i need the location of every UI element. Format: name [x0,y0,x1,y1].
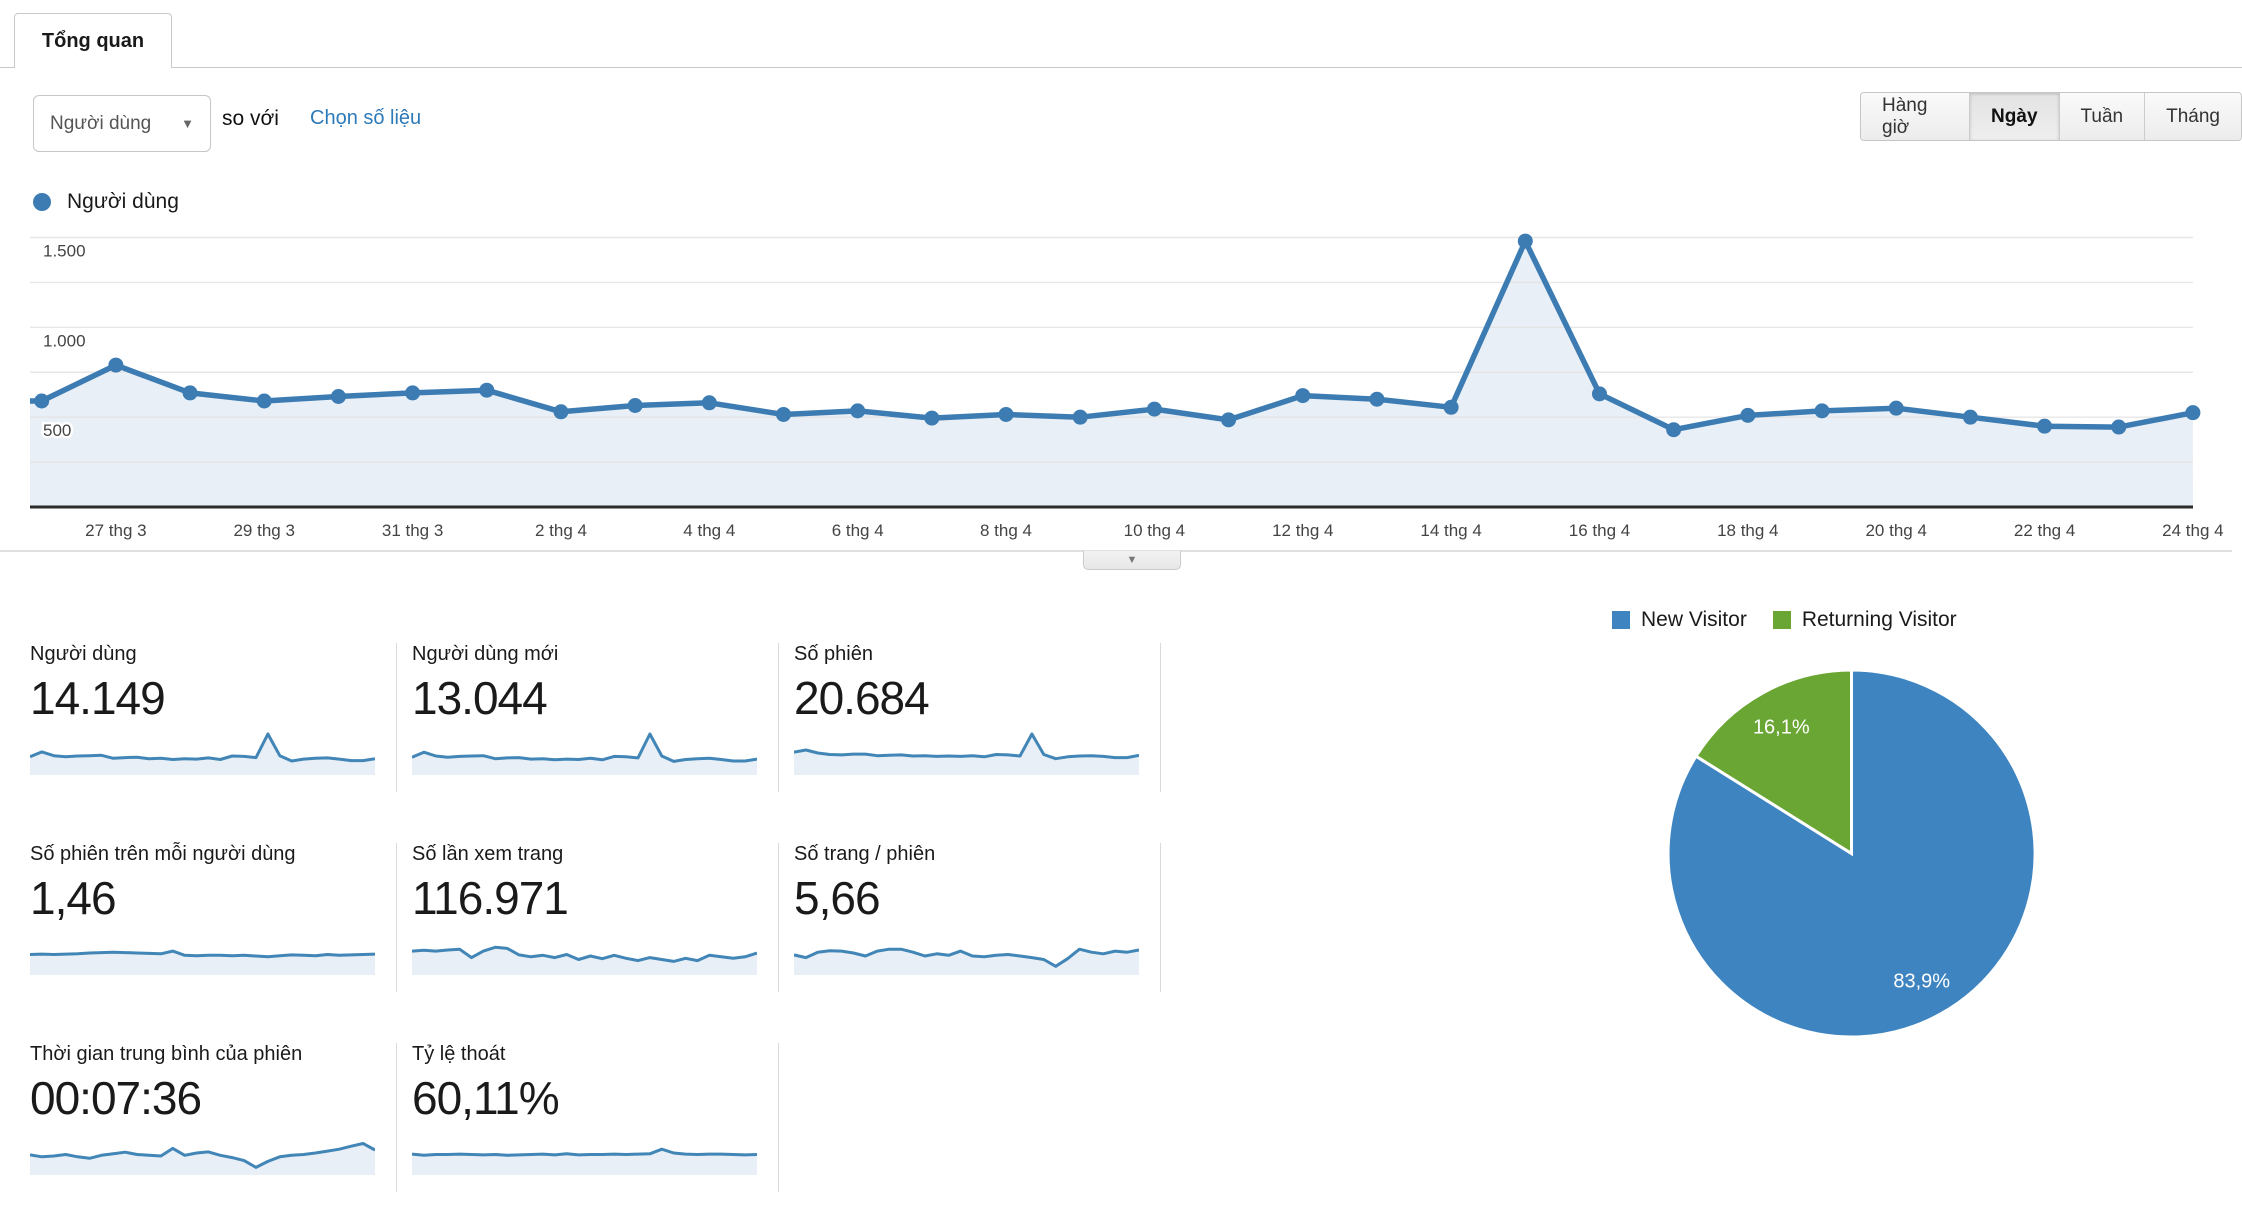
metric-card-new-users: Người dùng mới 13.044 [412,643,779,792]
metric-card-value: 5,66 [794,872,881,924]
chart-legend: Người dùng [33,190,179,214]
metric-sparkline [412,1147,757,1175]
metric-card-label: Thời gian trung bình của phiên [30,1043,303,1065]
metric-sparkline [30,949,375,975]
new-visitor-swatch [1612,611,1630,629]
y-axis-label: 1.500 [43,242,86,261]
metric-card-label: Người dùng [30,643,137,665]
metric-sparkline [412,732,757,775]
new-visitor-label: New Visitor [1641,608,1747,631]
pie-slice-returning-visitor[interactable] [1693,668,1853,857]
metric-sparkline [794,732,1139,775]
metric-card-value: 116.971 [412,872,569,924]
x-axis-label: 18 thg 4 [1717,521,1778,540]
x-axis-label: 29 thg 3 [233,521,294,540]
x-axis-label: 22 thg 4 [2014,521,2075,540]
metric-card-label: Tỷ lệ thoát [412,1043,506,1065]
chevron-down-icon: ▼ [181,116,194,131]
returning-visitor-label: Returning Visitor [1801,608,1957,631]
collapse-chart-button[interactable]: ▼ [1083,551,1181,570]
metric-card-value: 20.684 [794,672,930,724]
metric-card-value: 60,11% [412,1072,560,1124]
metric-card-value: 13.044 [412,672,548,724]
granularity-button-day[interactable]: Ngày [1969,93,2059,140]
x-axis-label: 4 thg 4 [683,521,735,540]
metric-card-label: Số trang / phiên [794,843,936,865]
visitor-type-pie-chart: 83,9% 16,1% [1666,668,2037,1039]
pie-legend: New Visitor Returning Visitor [1612,608,1983,632]
x-axis-label: 31 thg 3 [382,521,443,540]
metric-card-value: 1,46 [30,872,117,924]
x-axis-label: 6 thg 4 [832,521,884,540]
metric-card-label: Số lần xem trang [412,843,564,865]
metric-card-value: 14.149 [30,672,166,724]
metric-card-value: 00:07:36 [30,1072,202,1124]
metric-sparkline [412,945,757,975]
granularity-button-hourly[interactable]: Hàng giờ [1861,93,1970,140]
pie-percent-label: 16,1% [1753,717,1810,739]
x-axis-label: 10 thg 4 [1124,521,1185,540]
tab-tong-quan[interactable]: Tổng quan [14,13,172,68]
metric-card-sessions-per-user: Số phiên trên mỗi người dùng 1,46 [30,843,397,992]
metric-card-avg-session-duration: Thời gian trung bình của phiên 00:07:36 [30,1043,397,1192]
metric-card-label: Người dùng mới [412,643,559,665]
pie-percent-label: 83,9% [1893,970,1950,992]
metric-dropdown[interactable]: Người dùng ▼ [33,95,211,152]
returning-visitor-swatch [1772,611,1791,629]
metric-dropdown-value: Người dùng [50,112,152,134]
x-axis-label: 8 thg 4 [980,521,1032,540]
x-axis-label: 20 thg 4 [1865,521,1926,540]
metric-card-label: Số phiên trên mỗi người dùng [30,843,296,865]
y-axis-label: 1.000 [43,331,86,350]
series-color-dot [33,193,51,211]
granularity-button-month[interactable]: Tháng [2144,93,2241,140]
tab-bar-divider [0,67,2242,68]
x-axis-label: 14 thg 4 [1420,521,1481,540]
users-line-chart: 500 1.000 1.500 27 thg 3 29 thg 3 31 thg 3 2 t… [30,233,2224,540]
select-metric-link[interactable]: Chọn số liệu [310,107,422,129]
metric-card-users: Người dùng 14.149 [30,643,397,792]
x-axis-label: 24 thg 4 [2162,521,2223,540]
x-axis-label: 16 thg 4 [1569,521,1630,540]
x-axis-label: 2 thg 4 [535,521,587,540]
metric-card-bounce-rate: Tỷ lệ thoát 60,11% [412,1043,779,1192]
y-axis-label: 500 [43,421,71,440]
chevron-down-icon: ▼ [1126,553,1138,566]
granularity-button-week[interactable]: Tuần [2058,93,2145,140]
series-name: Người dùng [67,190,179,213]
metric-card-label: Số phiên [794,643,873,665]
vs-label: so với [222,107,279,130]
metric-card-sessions: Số phiên 20.684 [794,643,1161,792]
metric-card-pages-per-session: Số trang / phiên 5,66 [794,843,1161,992]
metric-card-pageviews: Số lần xem trang 116.971 [412,843,779,992]
x-axis-label: 12 thg 4 [1272,521,1333,540]
granularity-button-group: Hàng giờ Ngày Tuần Tháng [1860,92,2242,141]
x-axis-label: 27 thg 3 [85,521,146,540]
metric-sparkline [30,732,375,775]
metric-sparkline [794,947,1139,975]
metric-sparkline [30,1142,375,1175]
